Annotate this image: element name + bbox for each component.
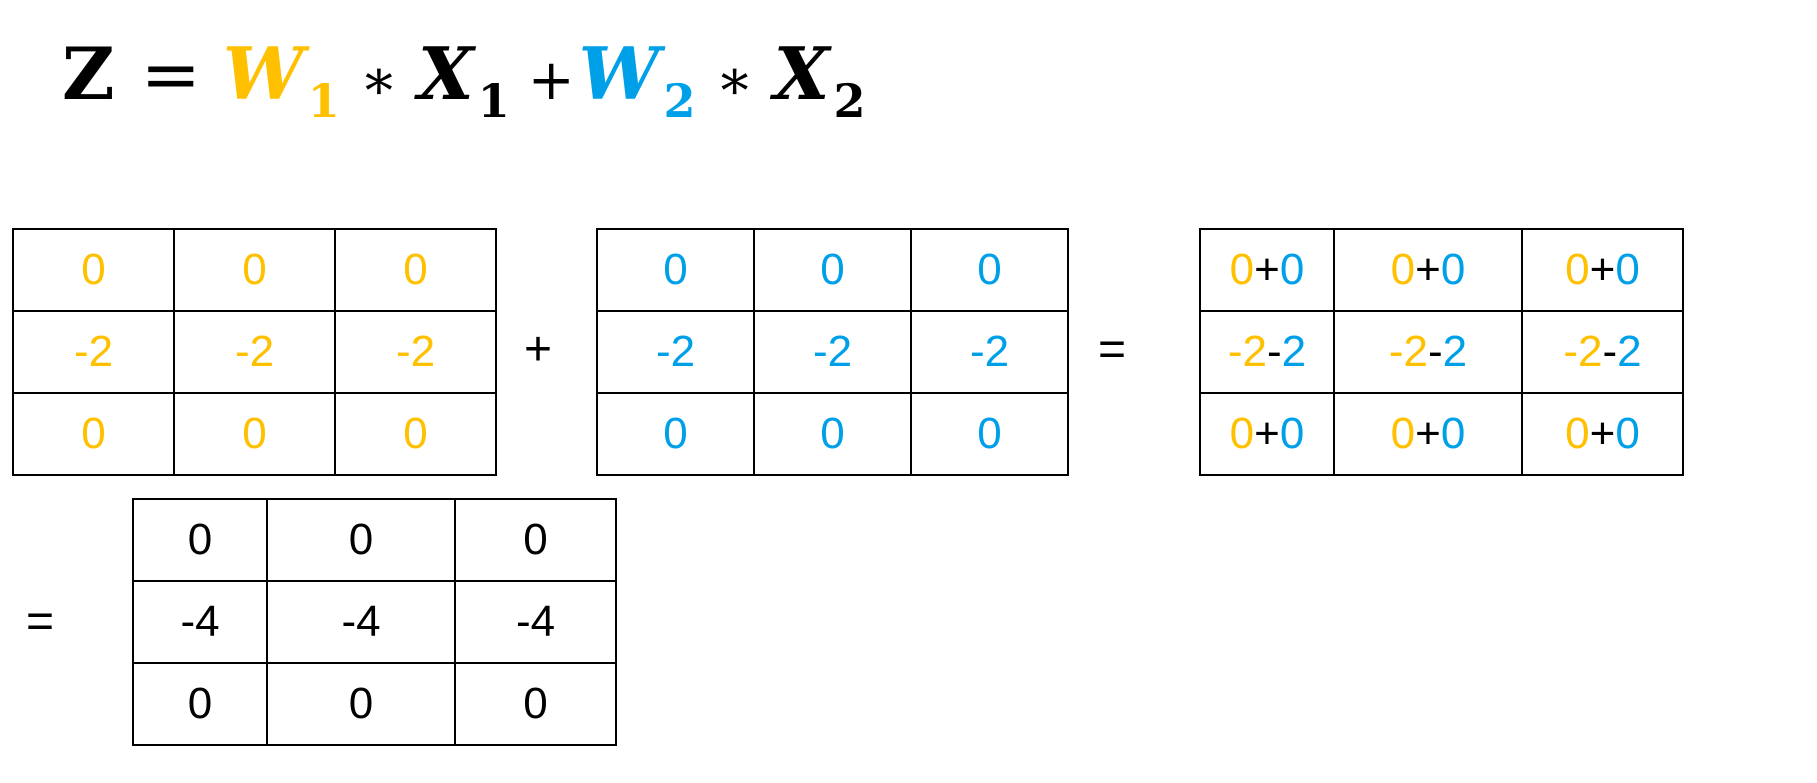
equals-sign-2: = (26, 595, 55, 648)
matrix-w1x1-cell: 0 (334, 228, 497, 312)
matrix-result-cell: -4 (266, 580, 456, 664)
matrix-result-cell: 0 (266, 662, 456, 746)
matrix-w2x2-cell: -2 (596, 310, 755, 394)
operator: + (1415, 245, 1441, 294)
operator: - (1427, 327, 1443, 376)
w2x2-term: 2 (1442, 327, 1468, 376)
w1x1-term: -2 (1227, 327, 1267, 376)
matrix-w2x2: 0 0 0 -2 -2 -2 0 0 0 (596, 228, 1069, 476)
matrix-w2x2-cell: 0 (753, 392, 912, 476)
matrix-w1x1: 0 0 0 -2 -2 -2 0 0 0 (12, 228, 497, 476)
matrix-w1x1-cell: -2 (334, 310, 497, 394)
formula-x2: X (773, 31, 830, 116)
formula-x2-subscript: 2 (833, 74, 866, 128)
matrix-sum-expression-cell: 0+0 (1199, 228, 1335, 312)
matrix-result-cell: 0 (266, 498, 456, 582)
matrix-w1x1-row: -2 -2 -2 (12, 310, 497, 394)
plus-sign: + (524, 323, 553, 376)
matrix-w1x1-cell: 0 (12, 392, 175, 476)
operator: + (1589, 245, 1616, 294)
matrix-sum-expression-row: 0+0 0+0 0+0 (1199, 392, 1684, 476)
matrix-result-cell: -4 (454, 580, 617, 664)
w2x2-term: 0 (1615, 245, 1640, 294)
w1x1-term: 0 (1229, 409, 1255, 458)
matrix-result-row: -4 -4 -4 (132, 580, 617, 664)
operator: + (1254, 409, 1280, 458)
matrix-w2x2-cell: -2 (753, 310, 912, 394)
formula-times-1: ∗ (359, 48, 398, 113)
w2x2-term: 0 (1615, 409, 1640, 458)
matrix-result-cell: 0 (132, 662, 268, 746)
operator: - (1266, 327, 1282, 376)
formula-times-2: ∗ (715, 48, 754, 113)
w2x2-term: 2 (1617, 327, 1642, 376)
operator: + (1589, 409, 1616, 458)
w1x1-term: 0 (1390, 245, 1416, 294)
matrix-w2x2-cell: 0 (753, 228, 912, 312)
matrix-w2x2-cell: 0 (910, 392, 1069, 476)
matrix-result: 0 0 0 -4 -4 -4 0 0 0 (132, 498, 617, 746)
matrix-sum-expression-cell: -2-2 (1521, 310, 1684, 394)
w1x1-term: 0 (1565, 409, 1590, 458)
operator: - (1602, 327, 1618, 376)
matrix-w1x1-cell: 0 (173, 392, 336, 476)
matrix-w1x1-cell: 0 (334, 392, 497, 476)
matrix-w1x1-cell: 0 (12, 228, 175, 312)
w1x1-term: 0 (1390, 409, 1416, 458)
matrix-w2x2-cell: 0 (596, 228, 755, 312)
matrix-sum-expression-row: -2-2 -2-2 -2-2 (1199, 310, 1684, 394)
matrix-result-cell: -4 (132, 580, 268, 664)
formula: Z = W 1 ∗ X 1 + W 2 ∗ X 2 (62, 31, 865, 125)
matrix-sum-expression-cell: -2-2 (1333, 310, 1523, 394)
w2x2-term: 0 (1279, 245, 1305, 294)
w2x2-term: 2 (1281, 327, 1307, 376)
matrix-w1x1-cell: 0 (173, 228, 336, 312)
matrix-result-cell: 0 (454, 498, 617, 582)
matrix-result-cell: 0 (132, 498, 268, 582)
matrix-w2x2-cell: -2 (910, 310, 1069, 394)
formula-w1-subscript: 1 (307, 74, 340, 128)
matrix-sum-expression: 0+0 0+0 0+0 -2-2 -2-2 -2-2 0+0 0+0 0+0 (1199, 228, 1684, 476)
w1x1-term: 0 (1229, 245, 1255, 294)
formula-z: Z (62, 31, 115, 116)
matrix-w1x1-cell: -2 (12, 310, 175, 394)
matrix-w2x2-cell: 0 (596, 392, 755, 476)
formula-plus: + (527, 48, 575, 113)
formula-w1: W (222, 31, 304, 116)
w1x1-term: 0 (1565, 245, 1590, 294)
formula-x1-subscript: 1 (477, 74, 510, 128)
matrix-sum-expression-cell: 0+0 (1333, 392, 1523, 476)
matrix-sum-expression-cell: 0+0 (1333, 228, 1523, 312)
w2x2-term: 0 (1279, 409, 1305, 458)
matrix-sum-expression-cell: 0+0 (1199, 392, 1335, 476)
w2x2-term: 0 (1440, 409, 1466, 458)
formula-equals: = (140, 32, 201, 116)
matrix-sum-expression-cell: -2-2 (1199, 310, 1335, 394)
matrix-w1x1-cell: -2 (173, 310, 336, 394)
formula-w2: W (578, 31, 660, 116)
matrix-sum-expression-cell: 0+0 (1521, 228, 1684, 312)
equals-sign-1: = (1098, 323, 1127, 376)
matrix-result-cell: 0 (454, 662, 617, 746)
w1x1-term: -2 (1388, 327, 1428, 376)
matrix-w2x2-cell: 0 (910, 228, 1069, 312)
operator: + (1254, 245, 1280, 294)
formula-w2-subscript: 2 (663, 74, 696, 128)
matrix-sum-expression-cell: 0+0 (1521, 392, 1684, 476)
matrix-sum-expression-row: 0+0 0+0 0+0 (1199, 228, 1684, 312)
matrix-w2x2-row: -2 -2 -2 (596, 310, 1069, 394)
w1x1-term: -2 (1563, 327, 1603, 376)
formula-x1: X (417, 31, 474, 116)
w2x2-term: 0 (1440, 245, 1466, 294)
operator: + (1415, 409, 1441, 458)
